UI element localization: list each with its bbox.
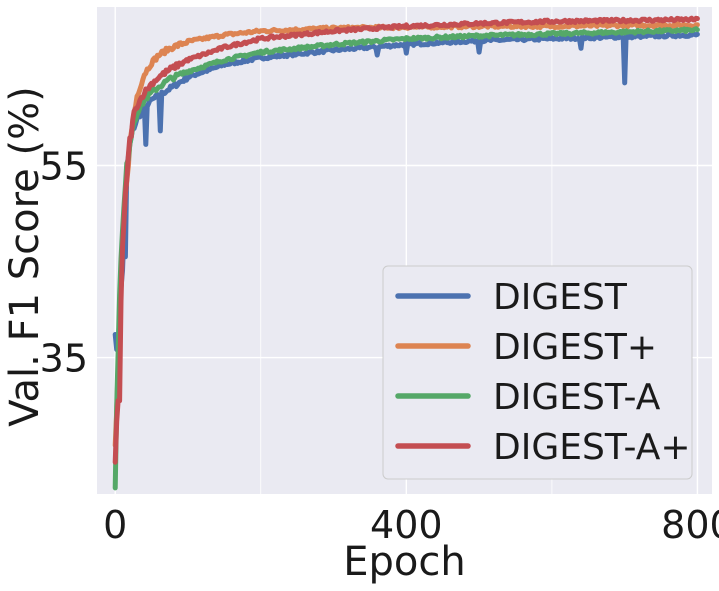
legend-label: DIGEST+ [493,327,657,368]
y-axis-label: Val. F1 Score (%) [2,86,48,426]
x-tick-label: 400 [370,503,443,547]
legend-label: DIGEST-A [493,377,661,418]
legend-label: DIGEST-A+ [493,427,691,468]
series-line-digest-a [112,26,700,491]
y-tick-label: 35 [40,337,88,381]
y-tick-label: 55 [40,144,88,188]
x-axis-label: Epoch [343,539,465,585]
legend-box [382,265,693,480]
series-line-digest-a- [112,15,700,465]
tick-labels: 0 400 800 35 55 [40,144,719,547]
series-lines [112,15,700,491]
legend-label: DIGEST [493,277,628,318]
legend: DIGEST DIGEST+ DIGEST-A DIGEST-A+ [382,265,693,480]
series-line-digest [112,31,700,353]
x-tick-label: 800 [661,503,719,547]
x-tick-label: 0 [103,503,127,547]
